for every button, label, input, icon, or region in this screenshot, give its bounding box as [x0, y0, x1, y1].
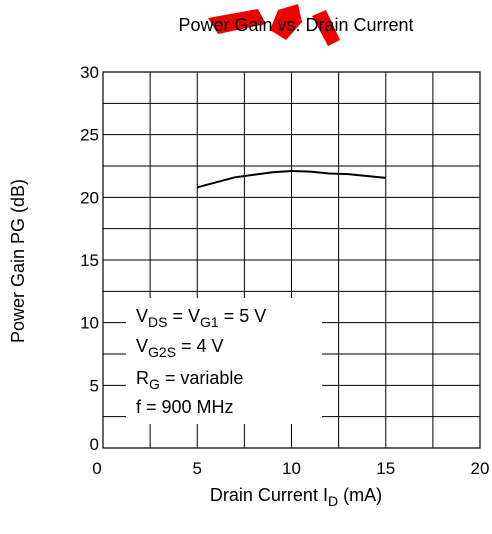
annotation-line-vds: VDS = VG1 = 5 V: [136, 306, 266, 330]
annotation: VDS = VG1 = 5 V VG2S = 4 V RG = variable…: [136, 306, 266, 417]
y-tick-label: 0: [90, 435, 99, 454]
y-axis-label: Power Gain PG (dB): [8, 179, 28, 343]
x-axis-label: Drain Current ID (mA): [210, 485, 382, 509]
x-tick-label: 0: [92, 459, 101, 478]
x-tick-label: 15: [376, 459, 395, 478]
annotation-line-rg: RG = variable: [136, 368, 243, 392]
y-tick-label: 20: [80, 188, 99, 207]
series-line: [197, 169, 386, 189]
x-tick-label: 10: [282, 459, 301, 478]
x-tick-label: 20: [471, 459, 490, 478]
watermark-logo: [208, 4, 340, 46]
x-tick-label: 5: [193, 459, 202, 478]
plot-frame: [102, 71, 481, 449]
y-tick-label: 30: [80, 63, 99, 82]
y-tick-label: 15: [80, 251, 99, 270]
y-tick-label: 5: [90, 376, 99, 395]
annotation-line-freq: f = 900 MHz: [136, 397, 234, 417]
y-tick-label: 25: [80, 126, 99, 145]
chart-title: Power Gain vs. Drain Current: [178, 15, 413, 35]
annotation-box: [126, 298, 322, 424]
annotation-line-vg2s: VG2S = 4 V: [136, 336, 224, 360]
tick-labels: 0 5 10 15 20 0 5 10 15 20 25 30: [80, 63, 489, 478]
y-tick-label: 10: [80, 314, 99, 333]
